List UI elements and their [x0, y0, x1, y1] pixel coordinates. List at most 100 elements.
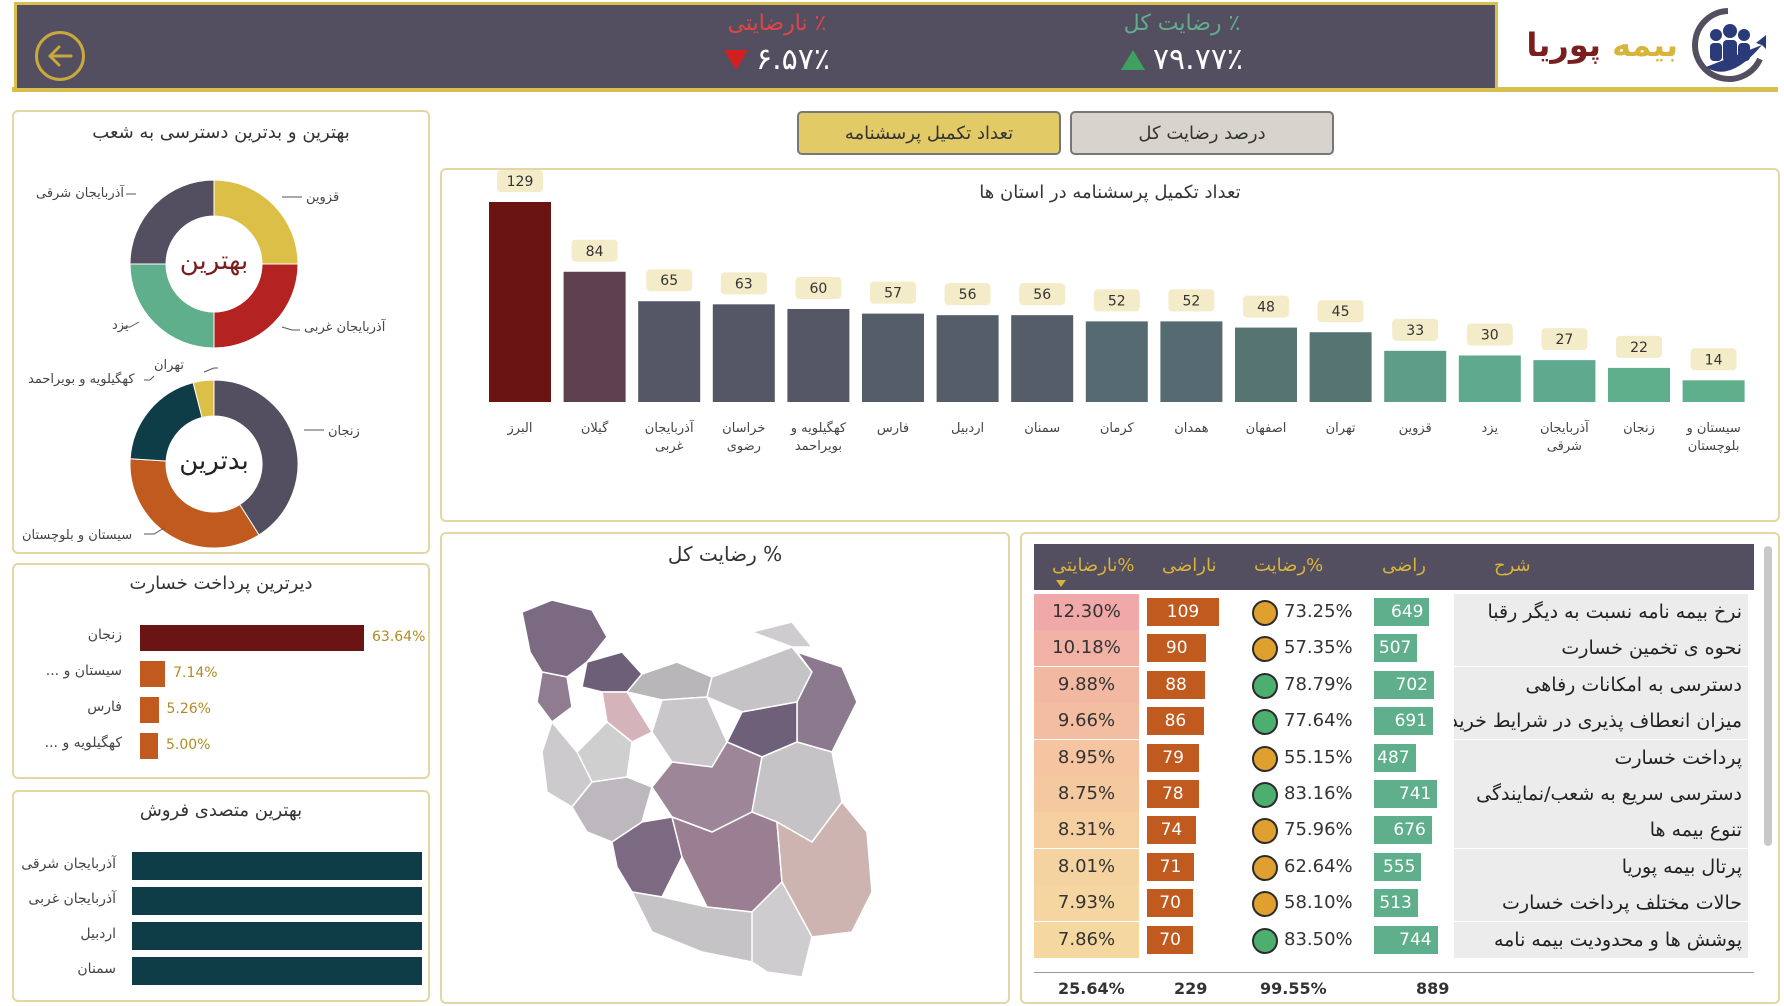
table-row[interactable]: 8.01% 71 62.64% 555 پرتال بیمه پوریا — [1034, 848, 1754, 885]
bar-label-bg-7 — [1019, 283, 1066, 306]
late-payment-bar-2[interactable] — [140, 697, 159, 723]
cell-dissatisfied: 74 — [1147, 816, 1196, 845]
table-footer: 25.64% 229 99.55% 889 — [1034, 972, 1754, 1000]
up-arrow-icon — [1120, 49, 1145, 70]
tab-total-satisfaction[interactable]: درصد رضایت کل — [1070, 111, 1334, 155]
worst-label-2: کهگیلویه و بویراحمد — [28, 372, 135, 387]
cell-dissatisfaction-pct: 7.93% — [1034, 885, 1139, 922]
bar-10[interactable] — [1235, 327, 1297, 402]
worst-slice-3[interactable] — [192, 379, 215, 419]
bar-1[interactable] — [563, 271, 626, 402]
late-payment-bar-1[interactable] — [140, 661, 166, 687]
sales-bar-2[interactable] — [132, 922, 422, 950]
cell-dissatisfied: 79 — [1147, 743, 1200, 772]
header-dissatisfied[interactable]: ناراضی — [1162, 555, 1217, 576]
map-region-ne2 — [749, 621, 814, 648]
kpi-total-satisfaction: ٪ رضایت کل ۷۹.۷۷٪ — [1077, 11, 1287, 77]
bar-category-15: زنجان — [1623, 421, 1655, 436]
bar-13[interactable] — [1458, 355, 1521, 402]
bar-label-bg-6 — [944, 283, 991, 306]
cell-dissatisfaction-pct: 8.75% — [1034, 776, 1139, 812]
table-row[interactable]: 8.75% 78 83.16% 741 دسترسی سریع به شعب/نماین… — [1034, 776, 1754, 812]
late-payment-bar-0[interactable] — [140, 625, 364, 651]
bar-label-bg-14 — [1541, 328, 1588, 351]
sales-bar-0[interactable] — [132, 852, 422, 880]
map-region-sw1 — [571, 776, 653, 843]
header-description[interactable]: شرح — [1494, 555, 1531, 576]
table-row[interactable]: 8.95% 79 55.15% 487 پرداخت خسارت — [1034, 739, 1754, 776]
table-row[interactable]: 9.66% 86 77.64% 691 میزان انعطاف پذیری در شر… — [1034, 703, 1754, 740]
table-row[interactable]: 7.93% 70 58.10% 513 حالات مختلف پرداخت خسارت — [1034, 885, 1754, 922]
map-region-w1 — [536, 671, 573, 724]
status-dot-icon — [1252, 927, 1278, 954]
best-slice-3[interactable] — [129, 179, 215, 265]
bar-2[interactable] — [638, 301, 701, 402]
late-payment-panel: دیرترین پرداخت خسارت زنجان 63.64% سیستان و… — [12, 563, 430, 779]
map-region-sw2 — [611, 816, 683, 898]
bar-category-14: آذربایجان — [1540, 419, 1590, 436]
header-dissatisfaction-pct[interactable]: %نارضایتی — [1052, 555, 1135, 576]
cell-satisfied: 741 — [1374, 780, 1438, 808]
header-satisfied[interactable]: راضی — [1382, 555, 1426, 576]
table-row[interactable]: 7.86% 70 83.50% 744 پوشش ها و محدودیت بیمه ن… — [1034, 921, 1754, 958]
late-payment-label-0: زنجان — [87, 627, 122, 643]
cell-satisfied: 487 — [1374, 743, 1416, 772]
cell-description: پوشش ها و محدودیت بیمه نامه — [1454, 921, 1748, 958]
cell-dissatisfied: 70 — [1147, 889, 1194, 918]
kpi-dissatisfaction-value: ۶.۵۷٪ — [756, 42, 830, 77]
bar-4[interactable] — [787, 308, 850, 402]
late-payment-label-2: فارس — [87, 699, 122, 715]
status-dot-icon — [1252, 782, 1278, 808]
sales-label-0: آذربایجان شرقی — [21, 856, 116, 872]
bar-7[interactable] — [1011, 315, 1074, 402]
bar-11[interactable] — [1309, 332, 1372, 402]
map-region-c2 — [601, 691, 654, 743]
bar-category-2: آذربایجان — [645, 419, 695, 436]
best-donut-chart — [129, 179, 299, 349]
footer-dissatisfaction-pct: 25.64% — [1058, 979, 1125, 998]
bar-label-bg-16 — [1690, 348, 1737, 371]
bar-0[interactable] — [489, 202, 551, 402]
table-scrollbar[interactable] — [1764, 546, 1772, 846]
tab-questionnaire-count[interactable]: تعداد تکمیل پرسشنامه — [797, 111, 1061, 155]
cell-satisfaction-pct: 55.15% — [1284, 746, 1353, 768]
cell-satisfied: 555 — [1374, 852, 1422, 881]
status-dot-icon — [1252, 891, 1278, 918]
cell-satisfaction-pct: 83.50% — [1284, 928, 1353, 950]
bar-label-bg-1 — [571, 239, 618, 262]
logo: بیمه پوریا — [1502, 2, 1778, 88]
best-label-3: آذربایجان شرقی — [36, 186, 125, 201]
worst-slice-1[interactable] — [129, 458, 260, 549]
bar-6[interactable] — [936, 315, 999, 402]
back-button[interactable] — [35, 31, 85, 81]
table-row[interactable]: 8.31% 74 75.96% 676 تنوع بیمه ها — [1034, 812, 1754, 849]
cell-dissatisfied: 109 — [1147, 598, 1219, 626]
table-row[interactable]: 10.18% 90 57.35% 507 نحوه ی تخمین خسارت — [1034, 630, 1754, 667]
sales-bar-3[interactable] — [132, 957, 422, 985]
late-payment-label-1: سیستان و ... — [45, 663, 122, 679]
header-satisfaction-pct[interactable]: %رضایت — [1254, 555, 1324, 576]
table-row[interactable]: 9.88% 88 78.79% 702 دسترسی به امکانات رفاهی — [1034, 666, 1754, 703]
cell-dissatisfaction-pct: 9.88% — [1034, 666, 1139, 703]
bar-12[interactable] — [1384, 350, 1447, 402]
sort-desc-icon[interactable] — [1056, 580, 1066, 588]
cell-dissatisfied: 78 — [1147, 780, 1199, 808]
bar-category-6: اردبیل — [951, 421, 984, 436]
bar-label-bg-3 — [720, 272, 767, 295]
late-payment-bar-3[interactable] — [140, 733, 158, 759]
cell-satisfaction-pct: 57.35% — [1284, 637, 1353, 659]
bar-14[interactable] — [1533, 360, 1596, 402]
bar-3[interactable] — [712, 304, 775, 402]
bar-value-2: 65 — [660, 273, 678, 289]
bar-category-0: البرز — [507, 421, 533, 436]
bar-15[interactable] — [1608, 367, 1670, 402]
table-row[interactable]: 12.30% 109 73.25% 649 نرخ بیمه نامه نسبت به … — [1034, 594, 1754, 630]
sales-bar-1[interactable] — [132, 887, 422, 915]
bar-9[interactable] — [1160, 321, 1223, 402]
bar-5[interactable] — [862, 313, 924, 402]
bar-16[interactable] — [1682, 380, 1745, 402]
worst-slice-0[interactable] — [213, 379, 299, 536]
bar-8[interactable] — [1085, 321, 1148, 402]
bar-label-bg-5 — [870, 281, 916, 304]
bar-value-13: 30 — [1481, 327, 1499, 343]
